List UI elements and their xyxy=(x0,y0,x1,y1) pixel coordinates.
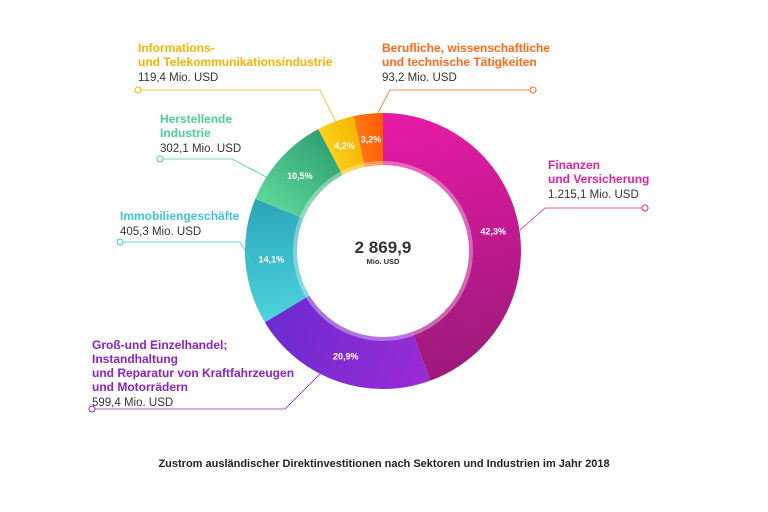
slice-category-label: Informations- xyxy=(138,41,215,55)
slice-category-label: und Motorrädern xyxy=(92,380,188,394)
leader-dot xyxy=(116,238,124,246)
slice-percent-label: 20,9% xyxy=(333,352,359,362)
donut-slice xyxy=(264,295,431,389)
leader-line xyxy=(92,371,323,410)
slice-percent-label: 14,1% xyxy=(259,255,285,265)
slice-category-label: Herstellende xyxy=(160,112,232,126)
slice-percent-label: 10,5% xyxy=(287,171,313,181)
donut-slice xyxy=(383,113,521,381)
leader-dot xyxy=(88,405,96,413)
leader-dot xyxy=(156,155,164,163)
slice-category-label: Instandhaltung xyxy=(92,352,178,366)
slice-category-label: und technische Tätigkeiten xyxy=(382,55,537,69)
center-hole xyxy=(305,173,461,329)
slice-percent-label: 4,2% xyxy=(334,141,355,151)
slice-value-label: 599,4 Mio. USD xyxy=(92,397,173,409)
slice-category-label: Groß-und Einzelhandel; xyxy=(92,338,227,352)
slice-percent-label: 42,3% xyxy=(481,227,507,237)
slice-category-label: und Telekommunikationsindustrie xyxy=(138,55,333,69)
slice-value-label: 405,3 Mio. USD xyxy=(120,226,201,238)
leader-line xyxy=(160,158,269,179)
slice-percent-label: 3,2% xyxy=(361,135,382,145)
leader-dot xyxy=(529,86,537,94)
inner-ring xyxy=(293,161,473,341)
donut-slice xyxy=(318,116,365,176)
slice-value-label: 119,4 Mio. USD xyxy=(138,72,218,84)
chart-caption: Zustrom ausländischer Direktinvestitione… xyxy=(158,458,609,470)
slice-category-label: Berufliche, wissenschaftliche xyxy=(382,41,550,55)
leader-dot xyxy=(641,204,649,212)
center-total-value: 2 869,9 xyxy=(355,238,412,257)
slice-category-label: und Reparatur von Kraftfahrzeugen xyxy=(92,366,294,380)
slice-value-label: 93,2 Mio. USD xyxy=(382,72,457,84)
donut-slice xyxy=(244,198,310,323)
slice-category-label: Industrie xyxy=(160,126,211,140)
slice-category-label: Finanzen xyxy=(548,158,600,172)
slice-category-label: und Versicherung xyxy=(548,172,649,186)
leader-dot xyxy=(134,86,142,94)
center-total-unit: Mio. USD xyxy=(367,257,400,266)
leader-line xyxy=(138,89,341,131)
donut-slice xyxy=(353,113,383,167)
leader-line xyxy=(371,89,533,125)
donut-slice xyxy=(255,129,343,219)
leader-line xyxy=(120,241,253,263)
leader-line xyxy=(519,207,645,231)
slice-value-label: 1.215,1 Mio. USD xyxy=(548,189,639,201)
slice-value-label: 302,1 Mio. USD xyxy=(160,143,241,155)
slice-category-label: Immobiliengeschäfte xyxy=(120,209,240,223)
